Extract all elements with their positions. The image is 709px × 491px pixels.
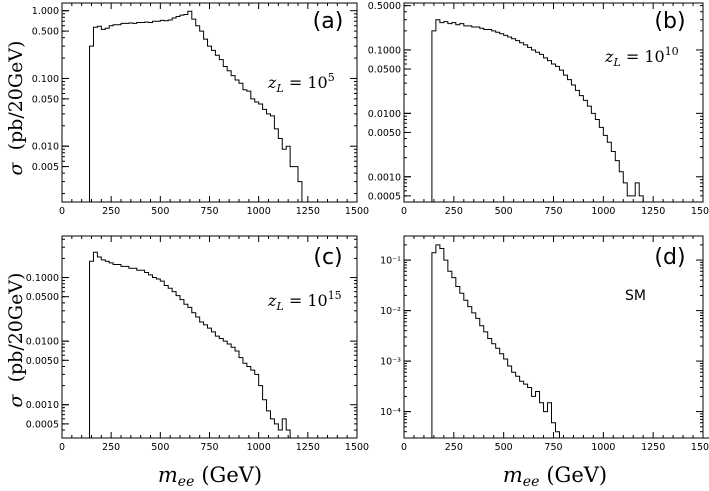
y-tick-label: 0.1000 (368, 45, 401, 56)
y-tick-label: 0.0500 (26, 292, 59, 303)
panel-c: 0 250 500 750 1000 1250 1500 0.0005 0.0010 0.0050… (26, 235, 369, 453)
x-tick-label: 1000 (247, 442, 271, 453)
y-tick-label: 0.0100 (368, 109, 401, 120)
panel-d: 0 250 500 750 1000 1250 1500 10⁻⁴ 10⁻³ 10⁻² 10⁻¹ (d… (380, 235, 709, 453)
x-tick-label: 1250 (641, 206, 665, 217)
y-axis-unit: (pb/20GeV) (5, 41, 27, 151)
panel-annotation: zL = 105 (267, 71, 335, 95)
x-tick-label: 1250 (296, 206, 320, 217)
y-tick-label: 10⁻⁴ (380, 407, 401, 418)
panel-label: (d) (654, 245, 685, 270)
panel-label: (b) (654, 9, 685, 34)
x-tick-label: 750 (544, 206, 562, 217)
x-tick-label: 0 (401, 206, 407, 217)
y-tick-label: 0.1000 (26, 273, 59, 284)
x-axis-label-right: mee (GeV) (503, 463, 607, 490)
x-tick-label: 1250 (296, 442, 320, 453)
y-tick-label: 0.100 (32, 74, 59, 85)
x-axis-label-left: mee (GeV) (158, 463, 262, 490)
x-tick-label: 0 (59, 206, 65, 217)
y-tick-label: 10⁻¹ (380, 256, 401, 267)
x-tick-label: 1500 (345, 206, 369, 217)
panel-annotation: SM (625, 288, 646, 304)
histogram-series (431, 19, 664, 203)
x-axis-symbol: m (158, 463, 178, 487)
y-tick-label: 0.5000 (368, 1, 401, 12)
y-tick-label: 0.500 (32, 27, 59, 38)
x-tick-label: 250 (445, 206, 463, 217)
histogram-series (89, 251, 318, 439)
x-tick-label: 0 (401, 442, 407, 453)
y-tick-label: 0.0005 (26, 419, 59, 430)
y-tick-label: 0.0010 (368, 172, 401, 183)
x-tick-label: 1500 (345, 442, 369, 453)
x-axis-unit: (GeV) (201, 463, 262, 487)
y-axis-symbol: σ (5, 161, 27, 175)
x-tick-label: 1500 (691, 206, 709, 217)
y-tick-label: 0.0050 (368, 128, 401, 139)
x-tick-label: 0 (59, 442, 65, 453)
x-tick-label: 1250 (641, 442, 665, 453)
y-tick-label: 0.005 (32, 162, 59, 173)
y-tick-label: 0.0100 (26, 337, 59, 348)
svg-text:σ (pb/20GeV): σ (pb/20GeV) (5, 273, 27, 408)
y-tick-label: 0.050 (32, 94, 59, 105)
panel-annotation: zL = 1010 (604, 45, 679, 69)
histogram-series (89, 10, 306, 203)
x-axis-sub: ee (178, 474, 195, 490)
x-tick-label: 500 (151, 442, 169, 453)
y-tick-label: 0.0010 (26, 400, 59, 411)
x-tick-label: 1000 (591, 206, 615, 217)
y-tick-label: 10⁻³ (380, 357, 401, 368)
panel-annotation: zL = 1015 (267, 289, 342, 313)
x-tick-label: 250 (102, 442, 120, 453)
panel-a: 0 250 500 750 1000 1250 1500 0.005 0.010 0.050 0.1… (32, 2, 369, 217)
panel-label: (a) (313, 9, 344, 34)
x-tick-label: 750 (544, 442, 562, 453)
x-tick-label: 1000 (591, 442, 615, 453)
svg-text:σ (pb/20GeV): σ (pb/20GeV) (5, 41, 27, 176)
y-tick-label: 0.0050 (26, 356, 59, 367)
panel-label: (c) (313, 245, 342, 270)
x-axis-sub: ee (523, 474, 540, 490)
x-tick-label: 500 (495, 206, 513, 217)
x-tick-label: 250 (445, 442, 463, 453)
y-axis-symbol: σ (5, 393, 27, 407)
x-axis-unit: (GeV) (546, 463, 607, 487)
panel-b: 0 250 500 750 1000 1250 1500 0.0005 0.0010 0.0050… (368, 1, 709, 217)
x-axis-symbol: m (503, 463, 523, 487)
x-tick-label: 1000 (247, 206, 271, 217)
x-tick-label: 750 (200, 206, 218, 217)
y-tick-label: 0.010 (32, 142, 59, 153)
x-tick-label: 500 (495, 442, 513, 453)
x-tick-label: 250 (102, 206, 120, 217)
y-tick-label: 10⁻² (380, 306, 401, 317)
y-tick-label: 1.000 (32, 6, 59, 17)
y-axis-unit: (pb/20GeV) (5, 273, 27, 383)
y-axis-label-bottom: σ (pb/20GeV) (5, 273, 27, 408)
x-tick-label: 500 (151, 206, 169, 217)
x-tick-label: 750 (200, 442, 218, 453)
histogram-series (431, 244, 709, 439)
y-tick-label: 0.0500 (368, 65, 401, 76)
y-tick-label: 0.0005 (368, 191, 401, 202)
x-tick-label: 1500 (691, 442, 709, 453)
y-axis-label-top: σ (pb/20GeV) (5, 41, 27, 176)
